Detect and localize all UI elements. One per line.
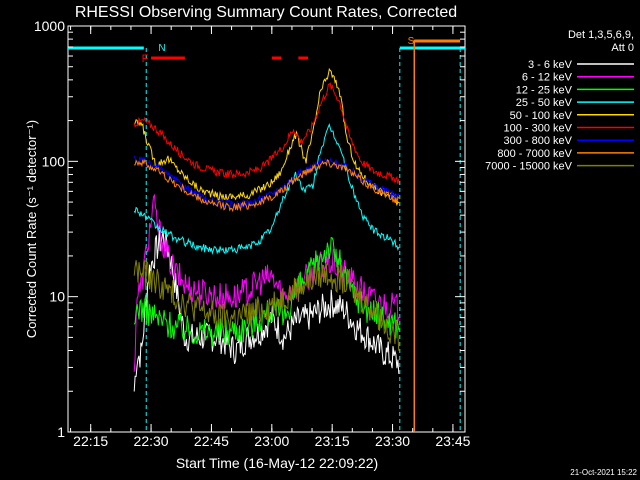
series-line [133, 259, 400, 351]
legend-header-line-1: Det 1,3,5,6,9, [568, 29, 634, 41]
chart-markers [68, 39, 465, 432]
chart-series [133, 67, 400, 392]
x-axis-label: Start Time (16-May-12 22:09:22) [176, 455, 378, 471]
flare-label: F [142, 53, 149, 65]
legend-label: 3 - 6 keV [528, 59, 573, 71]
legend-label: 6 - 12 keV [522, 72, 573, 84]
x-tick-label: 23:15 [315, 433, 350, 449]
legend-label: 25 - 50 keV [516, 97, 573, 109]
chart-title: RHESSI Observing Summary Count Rates, Co… [75, 4, 457, 21]
legend-label: 7000 - 15000 keV [485, 161, 573, 173]
series-line [133, 229, 400, 392]
night-label: N [158, 43, 165, 54]
x-tick-label: 22:30 [134, 433, 169, 449]
legend-label: 300 - 800 keV [504, 135, 573, 147]
x-tick-label: 23:30 [375, 433, 410, 449]
legend-header-line-2: Att 0 [611, 42, 634, 54]
chart-axes: 22:15 22:30 22:45 23:00 23:15 23:30 23:45 1 10 10… [34, 18, 471, 449]
y-tick-label: 1000 [34, 18, 65, 34]
y-tick-label: 10 [49, 289, 65, 305]
legend-label: 12 - 25 keV [516, 84, 573, 96]
series-line [134, 159, 400, 213]
series-line [133, 123, 400, 256]
legend-label: 100 - 300 keV [504, 123, 573, 135]
x-tick-label: 23:45 [435, 433, 470, 449]
plot-frame [67, 25, 466, 433]
x-tick-label: 22:45 [194, 433, 229, 449]
series-line [133, 82, 400, 184]
generation-timestamp: 21-Oct-2021 15:22 [570, 468, 637, 477]
y-axis-label: Corrected Count Rate (s⁻¹ detector⁻¹) [24, 120, 39, 338]
y-tick-label: 1 [57, 424, 65, 440]
x-tick-label: 23:00 [254, 433, 289, 449]
y-tick-label: 100 [42, 153, 66, 169]
series-line [133, 193, 400, 372]
legend-label: 50 - 100 keV [510, 110, 573, 122]
x-tick-label: 22:15 [73, 433, 108, 449]
saa-label: S [408, 36, 415, 47]
series-line [133, 67, 400, 207]
legend-label: 800 - 7000 keV [497, 148, 572, 160]
